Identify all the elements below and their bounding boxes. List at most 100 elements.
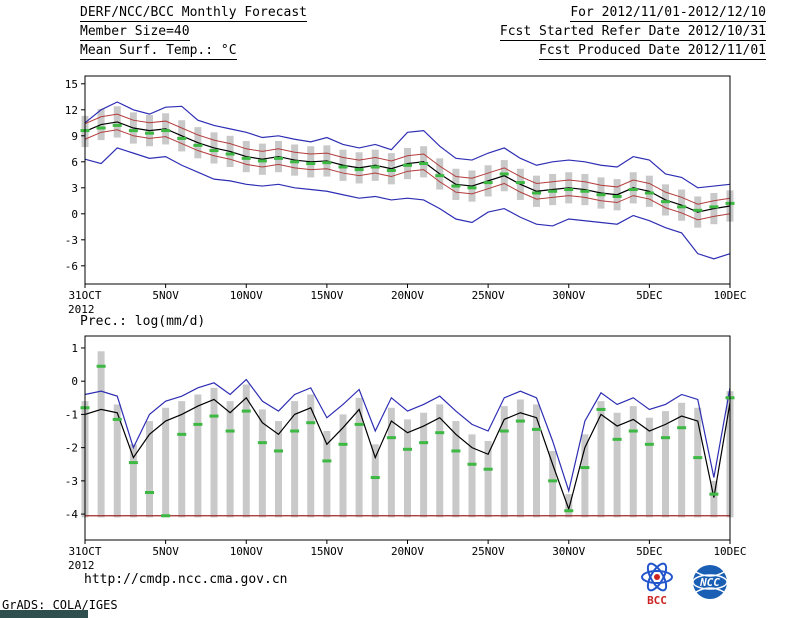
median-mark: [177, 136, 187, 140]
median-mark: [354, 168, 364, 172]
median-mark: [322, 161, 332, 165]
spread-bar: [662, 411, 669, 518]
header-produced-date: Fcst Produced Date 2012/11/01: [539, 43, 766, 60]
spread-bar: [129, 444, 137, 518]
median-mark: [161, 129, 171, 133]
x-tick-label: 10DEC: [713, 289, 746, 302]
median-mark: [403, 163, 412, 167]
header-variable-text: Mean Surf. Temp.: °C: [80, 43, 237, 60]
x-tick-label: 20NOV: [391, 545, 424, 558]
median-mark: [580, 466, 590, 470]
spread-bar: [339, 414, 347, 518]
x-tick-label: 5DEC: [636, 545, 663, 558]
median-mark: [145, 131, 154, 135]
median-mark: [241, 156, 251, 160]
median-mark: [515, 181, 525, 185]
source-url: http://cmdp.ncc.cma.gov.cn: [84, 572, 288, 587]
median-mark: [499, 172, 509, 176]
median-mark: [677, 205, 687, 209]
prec-panel-title: Prec.: log(mm/d): [80, 314, 206, 329]
y-tick-label: 9: [71, 130, 78, 143]
spread-bar: [404, 419, 411, 518]
median-mark: [612, 437, 622, 441]
header-forecast-range: For 2012/11/01-2012/12/10: [570, 5, 766, 22]
spread-bar: [468, 434, 476, 518]
spread-bar: [178, 401, 186, 518]
spread-bar: [436, 404, 444, 518]
median-mark: [628, 429, 638, 433]
median-mark: [274, 449, 283, 453]
y-tick-label: -3: [65, 475, 78, 488]
spread-bar: [500, 406, 508, 518]
header-refer-date: Fcst Started Refer Date 2012/10/31: [499, 24, 766, 41]
median-mark: [386, 168, 396, 172]
y-tick-label: -2: [65, 442, 78, 455]
median-mark: [451, 449, 461, 453]
spread-bar: [307, 394, 315, 518]
median-mark: [483, 467, 493, 471]
median-mark: [354, 422, 364, 426]
y-tick-label: 12: [65, 104, 78, 117]
spread-bar: [678, 402, 686, 518]
x-year-label: 2012: [68, 559, 95, 572]
temp-panel-lower-spread-line: [84, 129, 731, 221]
header-forecast-range-text: For 2012/11/01-2012/12/10: [570, 5, 766, 22]
spread-bar: [516, 399, 524, 518]
temp-panel-ensemble-mean-line: [84, 121, 731, 213]
spread-bar: [533, 404, 540, 518]
spread-bar: [613, 412, 621, 518]
median-mark: [193, 143, 203, 147]
temp-panel-bars: [81, 106, 734, 228]
spread-bar: [226, 401, 234, 518]
y-tick-label: -6: [65, 260, 78, 273]
header-variable-label: Mean Surf. Temp.: °C: [80, 43, 237, 60]
median-mark: [419, 441, 429, 445]
median-mark: [580, 189, 590, 193]
spread-bar: [194, 394, 202, 518]
median-mark: [290, 160, 300, 164]
spread-bar: [581, 434, 589, 518]
spread-bar: [549, 450, 557, 518]
spread-bar: [371, 444, 379, 518]
median-mark: [96, 126, 106, 130]
median-mark: [661, 436, 670, 440]
y-tick-label: 15: [65, 78, 78, 91]
spread-bar: [242, 384, 250, 518]
median-mark: [467, 462, 477, 466]
grads-credit: GrADS: COLA/IGES: [2, 598, 118, 612]
median-mark: [112, 123, 122, 127]
median-mark: [225, 152, 235, 156]
x-tick-label: 10NOV: [230, 289, 263, 302]
ncc-logo-icon: NCC: [692, 565, 728, 599]
median-mark: [709, 492, 719, 496]
spread-bar: [291, 401, 299, 518]
median-mark: [128, 461, 138, 465]
median-mark: [435, 431, 445, 435]
spread-bar: [420, 412, 428, 518]
x-tick-label: 10DEC: [713, 545, 746, 558]
temp-panel-upper-spread-line: [84, 113, 731, 205]
median-mark: [564, 509, 574, 513]
median-mark: [386, 436, 396, 440]
y-tick-label: -4: [65, 508, 79, 521]
x-tick-label: 15NOV: [310, 545, 343, 558]
header-member-size-text: Member Size=40: [80, 24, 190, 41]
spread-bar: [710, 480, 718, 518]
spread-bar: [162, 407, 170, 518]
median-mark: [338, 165, 348, 169]
y-tick-label: 6: [71, 156, 78, 169]
bcc-logo-center: [654, 574, 660, 580]
spread-bar: [645, 417, 653, 518]
median-mark: [225, 429, 235, 433]
header-refer-date-text: Fcst Started Refer Date 2012/10/31: [499, 24, 766, 41]
median-mark: [548, 479, 558, 483]
median-mark: [257, 441, 267, 445]
header-title-text: DERF/NCC/BCC Monthly Forecast: [80, 5, 307, 22]
spread-bar: [355, 397, 363, 518]
median-mark: [435, 174, 445, 178]
median-mark: [628, 188, 638, 192]
temp-panel: 15 12 9 6 3 0 -3 -6 31OCT 5NOV 10NOV 15NOV 20NOV 25NO…: [65, 75, 747, 316]
median-mark: [177, 432, 187, 436]
x-tick-label: 10NOV: [230, 545, 263, 558]
